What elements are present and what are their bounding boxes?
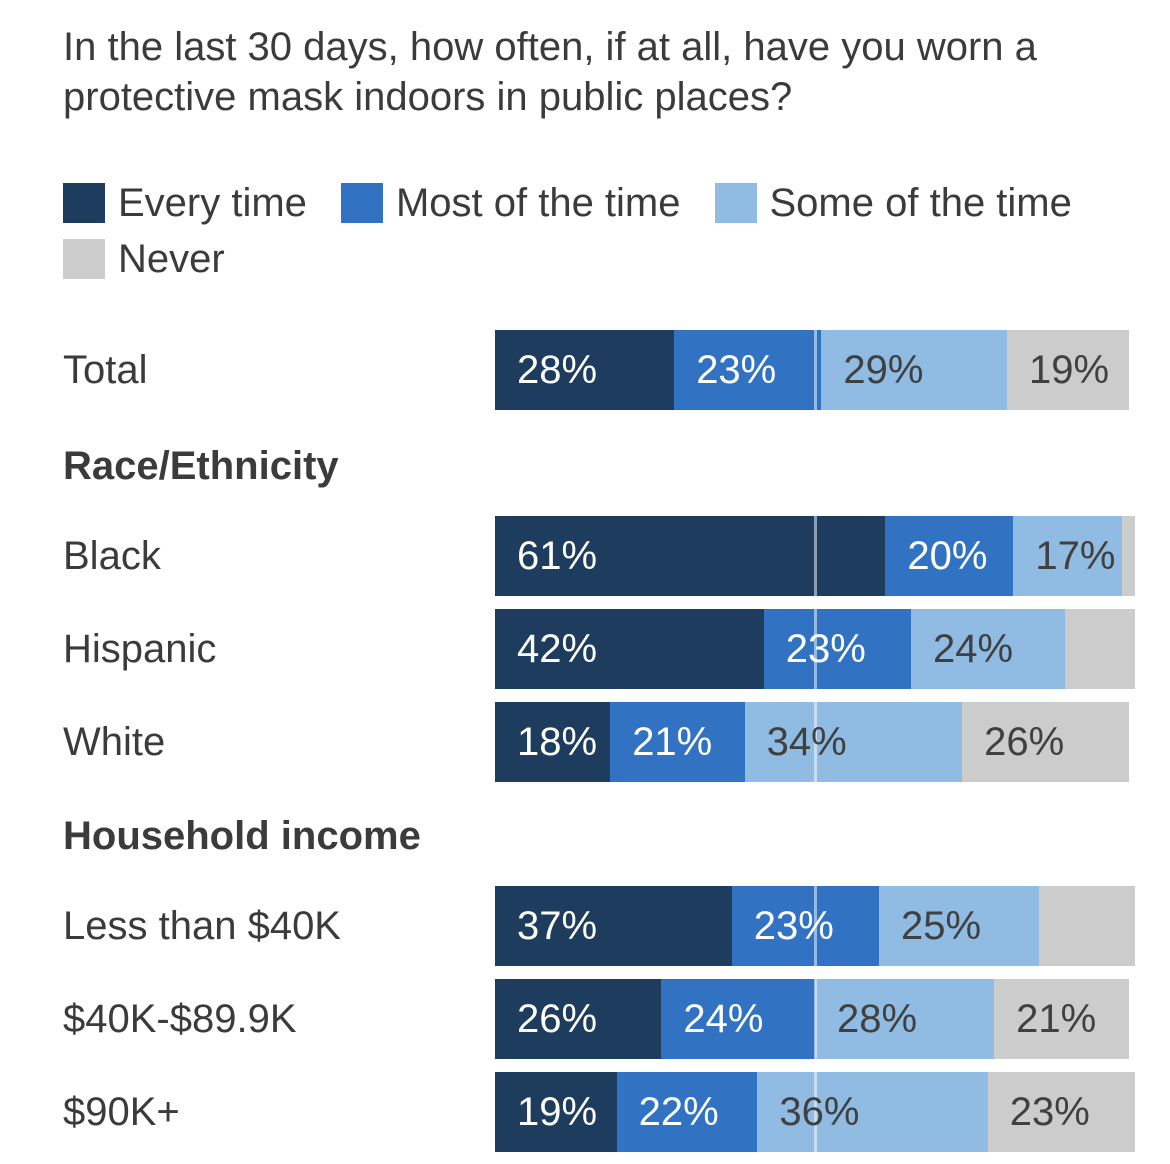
segment-value-label: 21% — [1016, 996, 1097, 1041]
bar-segment: 21% — [994, 979, 1129, 1059]
segment-value-label: 23% — [696, 347, 777, 392]
section-header: Race/Ethnicity — [63, 444, 339, 488]
segment-value-label: 22% — [638, 1089, 719, 1134]
chart-row: Less than $40K 37% 23% 25% — [63, 886, 1135, 966]
chart-row: $40K-$89.9K 26% 24% 28% 21% — [63, 979, 1130, 1059]
section-header: Household income — [63, 814, 421, 858]
bar-segment: 22% — [616, 1072, 758, 1152]
stacked-bar: 26% 24% 28% 21% — [495, 979, 1135, 1059]
segment-value-label: 34% — [766, 719, 847, 764]
legend-swatch-icon — [63, 183, 105, 223]
legend-swatch-icon — [340, 183, 383, 223]
bar-segment: 26% — [962, 702, 1129, 782]
gridline-50-percent — [813, 516, 817, 596]
bar-segment: 18% — [495, 702, 611, 782]
legend-item: Every time — [63, 180, 307, 226]
row-label: Black — [63, 533, 161, 578]
row-label: White — [63, 719, 166, 764]
stacked-bar: 19% 22% 36% 23% — [495, 1072, 1135, 1152]
segment-value-label: 25% — [900, 903, 982, 948]
bar-segment: 19% — [1006, 330, 1129, 410]
segment-value-label: 24% — [683, 996, 764, 1041]
bar-segment: 28% — [814, 979, 995, 1059]
segment-value-label: 23% — [785, 626, 866, 671]
bar-segment: 19% — [495, 1072, 617, 1152]
legend-swatch-icon — [714, 183, 757, 223]
chart-row: $90K+ 19% 22% 36% 23% — [63, 1072, 1135, 1152]
segment-value-label: 23% — [1009, 1089, 1090, 1134]
segment-value-label: 28% — [836, 996, 918, 1041]
legend-item: Some of the time — [714, 180, 1072, 226]
gridline-50-percent — [813, 1072, 817, 1152]
segment-value-label: 23% — [753, 903, 834, 948]
legend-label: Some of the time — [769, 181, 1072, 225]
gridline-50-percent — [813, 609, 817, 689]
chart-body: Total 28% 23% 29% 19% Race/Ethnicity Black 61% 2… — [63, 330, 1135, 1152]
segment-value-label: 26% — [517, 996, 598, 1041]
gridline-50-percent — [813, 979, 817, 1059]
chart-row: Total 28% 23% 29% 19% — [63, 330, 1130, 410]
segment-value-label: 61% — [517, 533, 598, 578]
segment-value-label: 19% — [517, 1089, 598, 1134]
segment-value-label: 21% — [632, 719, 713, 764]
bar-segment: 23% — [731, 886, 879, 966]
segment-value-label: 24% — [932, 626, 1014, 671]
bar-segment: 24% — [910, 609, 1065, 689]
legend-item: Never — [63, 236, 225, 282]
row-label: Total — [63, 347, 148, 392]
bar-segment: 61% — [495, 516, 886, 596]
row-label: Hispanic — [63, 626, 217, 671]
bar-segment: 23% — [674, 330, 822, 410]
chart-row: Black 61% 20% 17% — [63, 516, 1135, 596]
legend-label: Every time — [118, 181, 307, 225]
segment-value-label: 29% — [843, 347, 924, 392]
bar-segment: 28% — [495, 330, 675, 410]
gridline-50-percent — [813, 330, 817, 410]
segment-value-label: 37% — [517, 903, 598, 948]
legend-label: Never — [118, 237, 225, 281]
chart-row: Hispanic 42% 23% 24% — [63, 609, 1135, 689]
stacked-bar: 42% 23% 24% — [495, 609, 1135, 689]
bar-segment: 34% — [744, 702, 963, 782]
row-label: Less than $40K — [63, 903, 341, 948]
bar-segment: 26% — [495, 979, 662, 1059]
segment-value-label: 42% — [517, 626, 598, 671]
stacked-bar: 18% 21% 34% 26% — [495, 702, 1135, 782]
bar-segment: 42% — [495, 609, 764, 689]
gridline-50-percent — [813, 702, 817, 782]
segment-value-label: 28% — [517, 347, 598, 392]
segment-value-label: 20% — [907, 533, 988, 578]
segment-value-label: 26% — [984, 719, 1065, 764]
chart-row: White 18% 21% 34% 26% — [63, 702, 1130, 782]
bar-segment: 37% — [495, 886, 732, 966]
legend-swatch-icon — [63, 239, 105, 279]
bar-segment: 17% — [1013, 516, 1123, 596]
bar-segment — [1038, 886, 1135, 966]
bar-segment: 24% — [661, 979, 815, 1059]
bar-segment: 23% — [763, 609, 911, 689]
bar-segment: 25% — [878, 886, 1039, 966]
gridline-50-percent — [813, 886, 817, 966]
row-label: $90K+ — [63, 1089, 180, 1134]
stacked-bar: 28% 23% 29% 19% — [495, 330, 1135, 410]
bar-segment: 23% — [987, 1072, 1135, 1152]
stacked-bar: 61% 20% 17% — [495, 516, 1135, 596]
segment-value-label: 17% — [1035, 533, 1116, 578]
bar-segment: 29% — [821, 330, 1007, 410]
legend-item: Most of the time — [340, 180, 681, 226]
legend: Every time Most of the time Some of the ti… — [63, 180, 1130, 282]
bar-segment — [1064, 609, 1135, 689]
row-label: $40K-$89.9K — [63, 996, 297, 1041]
chart-title: In the last 30 days, how often, if at al… — [63, 25, 1037, 119]
bar-segment: 36% — [757, 1072, 988, 1152]
segment-value-label: 18% — [517, 719, 598, 764]
bar-segment: 21% — [610, 702, 745, 782]
legend-label: Most of the time — [395, 181, 681, 225]
stacked-bar: 37% 23% 25% — [495, 886, 1135, 966]
bar-segment: 20% — [885, 516, 1014, 596]
segment-value-label: 19% — [1028, 347, 1110, 392]
segment-value-label: 36% — [779, 1089, 860, 1134]
bar-segment — [1122, 516, 1135, 596]
